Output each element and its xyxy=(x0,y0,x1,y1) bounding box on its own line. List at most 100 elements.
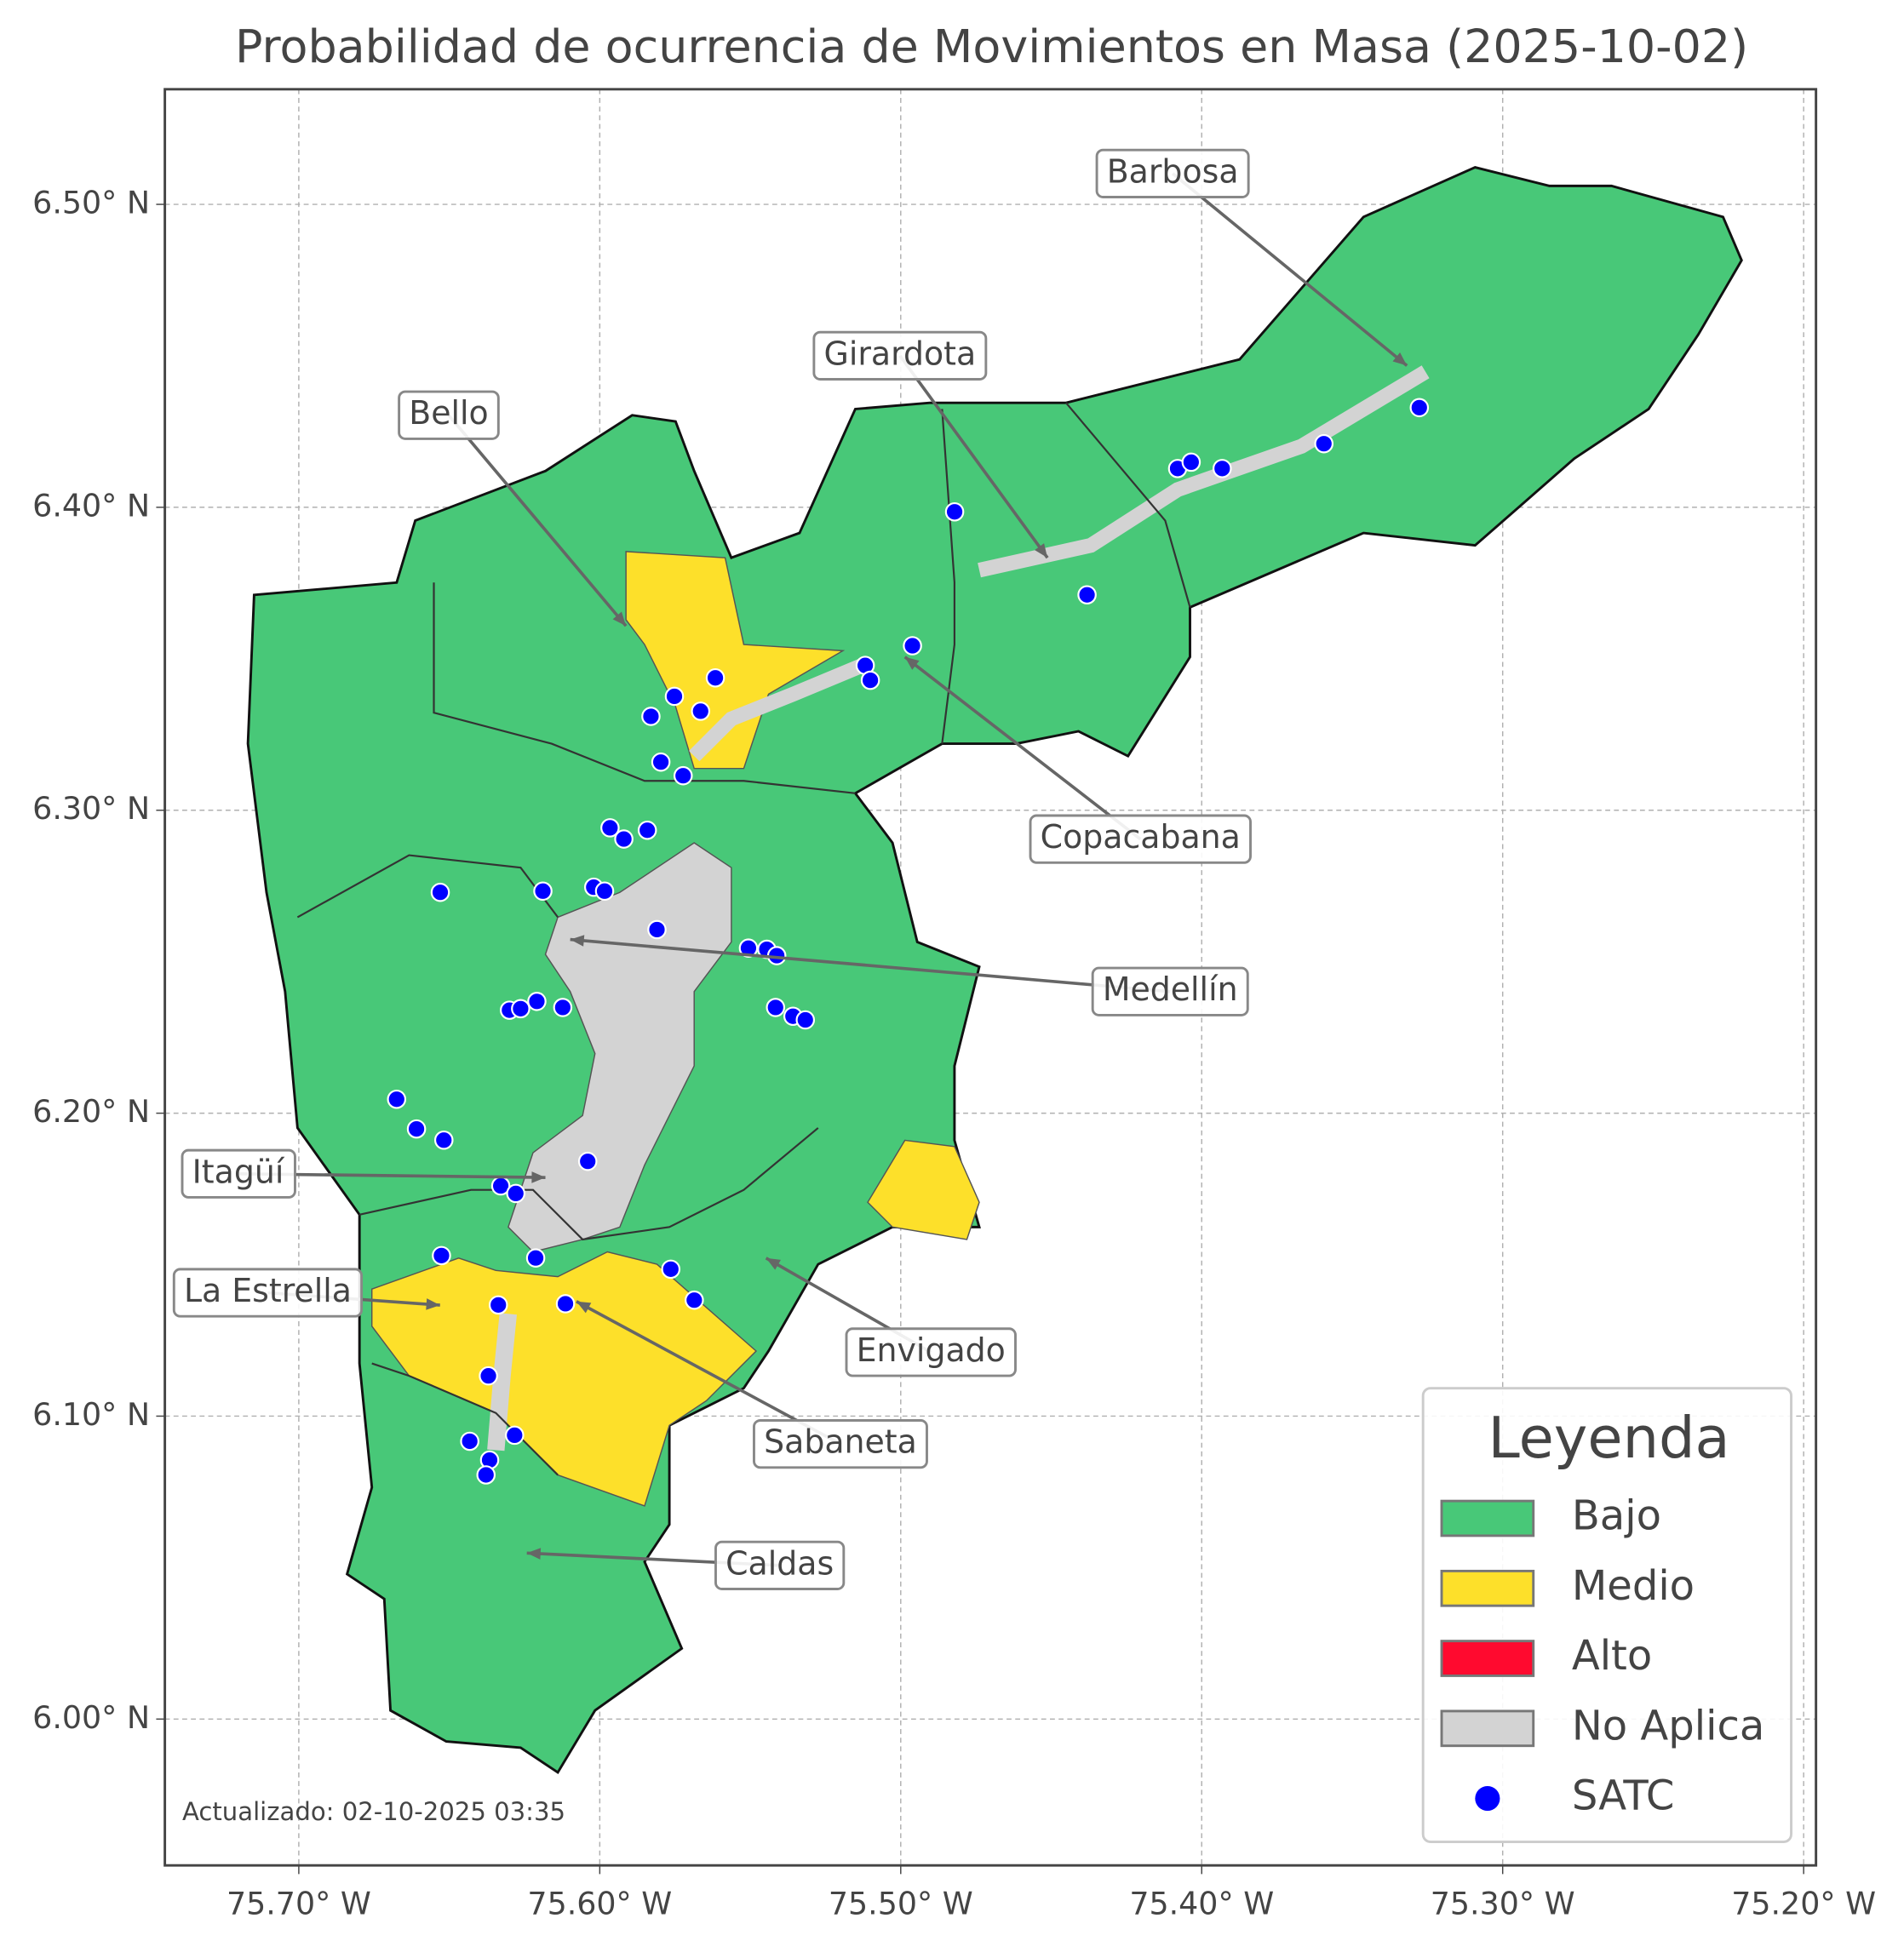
satc-station xyxy=(505,1425,525,1446)
arrow-head xyxy=(612,611,627,627)
annotation-box xyxy=(714,1540,846,1590)
region-no-aplica xyxy=(487,1313,517,1451)
district-border xyxy=(371,1362,559,1476)
y-tick-label: 6.40° N xyxy=(32,487,150,524)
annotation-arrow xyxy=(903,656,1142,841)
annotation-label: Envigado xyxy=(857,1331,1006,1369)
legend-label: No Aplica xyxy=(1572,1702,1764,1749)
arrow-head xyxy=(526,1548,542,1560)
satc-station xyxy=(705,667,725,688)
annotation-label: Medellín xyxy=(1103,970,1238,1008)
arrow-head xyxy=(1035,543,1048,558)
satc-station xyxy=(647,919,667,940)
district-border xyxy=(433,582,856,794)
satc-station xyxy=(387,1089,407,1109)
satc-station xyxy=(476,1465,496,1485)
district-border xyxy=(358,1127,819,1241)
annotation-box xyxy=(172,1268,364,1318)
legend-label: Bajo xyxy=(1572,1492,1661,1540)
satc-station xyxy=(406,1119,427,1139)
y-tick-label: 6.50° N xyxy=(32,185,150,221)
annotation-arrow xyxy=(570,937,1171,993)
y-tick-label: 6.00° N xyxy=(32,1699,150,1736)
annotation-label: Girardota xyxy=(824,335,977,372)
satc-station xyxy=(1314,433,1334,454)
satc-station xyxy=(795,1010,816,1030)
satc-station xyxy=(1213,459,1232,478)
satc-station xyxy=(641,707,661,726)
regions xyxy=(246,166,1743,1775)
satc-station xyxy=(525,1248,546,1268)
arrow-head xyxy=(426,1298,440,1310)
annotation-box xyxy=(398,390,500,440)
district-border xyxy=(1065,402,1191,608)
annotation-label: Caldas xyxy=(725,1544,834,1582)
arrow-head xyxy=(1392,352,1408,366)
satc-station xyxy=(555,1294,576,1314)
region-medio xyxy=(867,1139,980,1240)
annotation-label: Copacabana xyxy=(1041,818,1241,856)
annotation-box xyxy=(812,330,988,381)
satc-station xyxy=(860,670,880,690)
satc-station xyxy=(664,686,685,707)
satc-station xyxy=(594,881,615,902)
satc-station xyxy=(903,636,922,656)
legend-title: Leyenda xyxy=(1488,1405,1729,1471)
satc-station xyxy=(738,938,759,958)
satc-station xyxy=(577,1151,598,1171)
legend-label: SATC xyxy=(1572,1772,1675,1820)
satc-station xyxy=(1181,452,1201,472)
satc-station xyxy=(533,881,553,902)
satc-station xyxy=(488,1295,508,1315)
legend-swatch xyxy=(1440,1569,1535,1607)
satc-station xyxy=(766,998,786,1017)
plot-frame xyxy=(163,88,1818,1867)
satc-station xyxy=(673,765,693,786)
annotation-arrow xyxy=(898,354,1049,559)
arrow-head xyxy=(531,1171,546,1183)
arrow-head xyxy=(766,1257,781,1270)
satc-station xyxy=(479,1366,498,1386)
annotation-arrow xyxy=(447,414,628,627)
x-tick-label: 75.60° W xyxy=(527,1885,672,1921)
legend-swatch xyxy=(1440,1640,1535,1677)
satc-station xyxy=(460,1431,479,1451)
satc-station xyxy=(614,829,634,849)
satc-station xyxy=(432,1245,451,1266)
satc-station xyxy=(1077,585,1097,605)
satc-station xyxy=(430,882,450,902)
legend-swatch xyxy=(1440,1709,1535,1748)
district-border xyxy=(941,409,956,744)
legend-label: Medio xyxy=(1572,1562,1695,1610)
satc-station xyxy=(553,998,573,1017)
satc-station xyxy=(433,1130,454,1150)
region-no-aplica xyxy=(689,656,871,762)
satc-station xyxy=(527,992,547,1011)
satc-station xyxy=(1409,398,1430,418)
update-note: Actualizado: 02-10-2025 03:35 xyxy=(182,1797,565,1826)
satc-station xyxy=(661,1259,681,1280)
annotation-box xyxy=(1095,148,1250,198)
y-tick-label: 6.20° N xyxy=(32,1093,150,1130)
annotation-box xyxy=(1091,966,1249,1016)
annotation-box xyxy=(845,1327,1017,1377)
y-tick-label: 6.10° N xyxy=(32,1396,150,1433)
annotation-box xyxy=(181,1148,296,1199)
satc-station xyxy=(651,752,671,772)
annotation-label: Barbosa xyxy=(1107,152,1239,190)
region-no-aplica xyxy=(508,842,732,1253)
annotation-box xyxy=(753,1419,928,1469)
x-tick-label: 75.30° W xyxy=(1431,1885,1575,1921)
legend-label: Alto xyxy=(1572,1632,1652,1680)
annotation-label: Bello xyxy=(409,394,488,432)
satc-station xyxy=(506,1183,526,1204)
satc-station xyxy=(944,501,965,522)
x-tick-label: 75.50° W xyxy=(829,1885,973,1921)
x-tick-label: 75.40° W xyxy=(1129,1885,1274,1921)
legend-marker xyxy=(1475,1786,1500,1812)
annotation-label: La Estrella xyxy=(184,1272,352,1309)
satc-station xyxy=(685,1290,704,1310)
annotation-label: Sabaneta xyxy=(764,1423,917,1461)
satc-station xyxy=(600,818,620,838)
